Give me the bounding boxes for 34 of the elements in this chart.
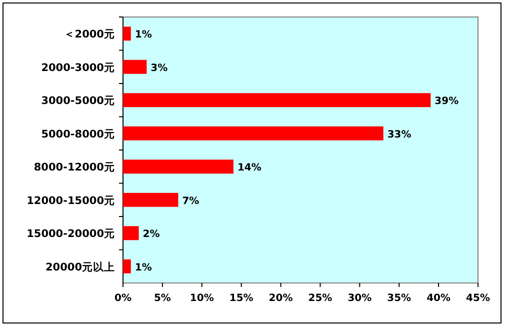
x-tick-label: 30% xyxy=(348,293,372,304)
x-tick-label: 40% xyxy=(426,293,451,304)
bar xyxy=(123,60,147,74)
bar xyxy=(123,93,431,108)
x-tick-label: 45% xyxy=(466,293,490,304)
data-label: 1% xyxy=(134,262,152,274)
x-tick-label: 5% xyxy=(154,293,171,304)
x-tick-label: 15% xyxy=(229,293,254,304)
data-label: 1% xyxy=(134,30,152,41)
y-tick-label: 8000-12000元 xyxy=(34,162,115,174)
bar xyxy=(123,259,131,274)
data-label: 14% xyxy=(237,162,262,174)
x-tick-label: 25% xyxy=(308,293,332,304)
bar xyxy=(123,160,234,174)
bar xyxy=(123,192,178,207)
bar xyxy=(123,26,131,41)
y-tick-label: 12000-15000元 xyxy=(26,194,115,207)
data-label: 3% xyxy=(150,62,168,74)
data-label: 7% xyxy=(182,196,200,207)
x-tick-label: 0% xyxy=(114,293,132,304)
x-tick-label: 35% xyxy=(387,293,412,304)
bar xyxy=(123,126,384,140)
x-tick-label: 10% xyxy=(190,293,214,304)
y-tick-label: ＜2000元 xyxy=(64,28,115,41)
bar xyxy=(123,226,139,240)
y-tick-label: 3000-5000元 xyxy=(41,95,115,108)
data-label: 2% xyxy=(142,229,160,240)
y-tick-label: 15000-20000元 xyxy=(26,228,115,240)
data-label: 39% xyxy=(434,96,459,108)
data-label: 33% xyxy=(387,129,412,140)
y-tick-label: 20000元以上 xyxy=(45,260,115,274)
y-tick-label: 2000-3000元 xyxy=(41,62,115,74)
x-tick-label: 20% xyxy=(268,293,293,304)
y-tick-label: 5000-8000元 xyxy=(41,128,115,140)
